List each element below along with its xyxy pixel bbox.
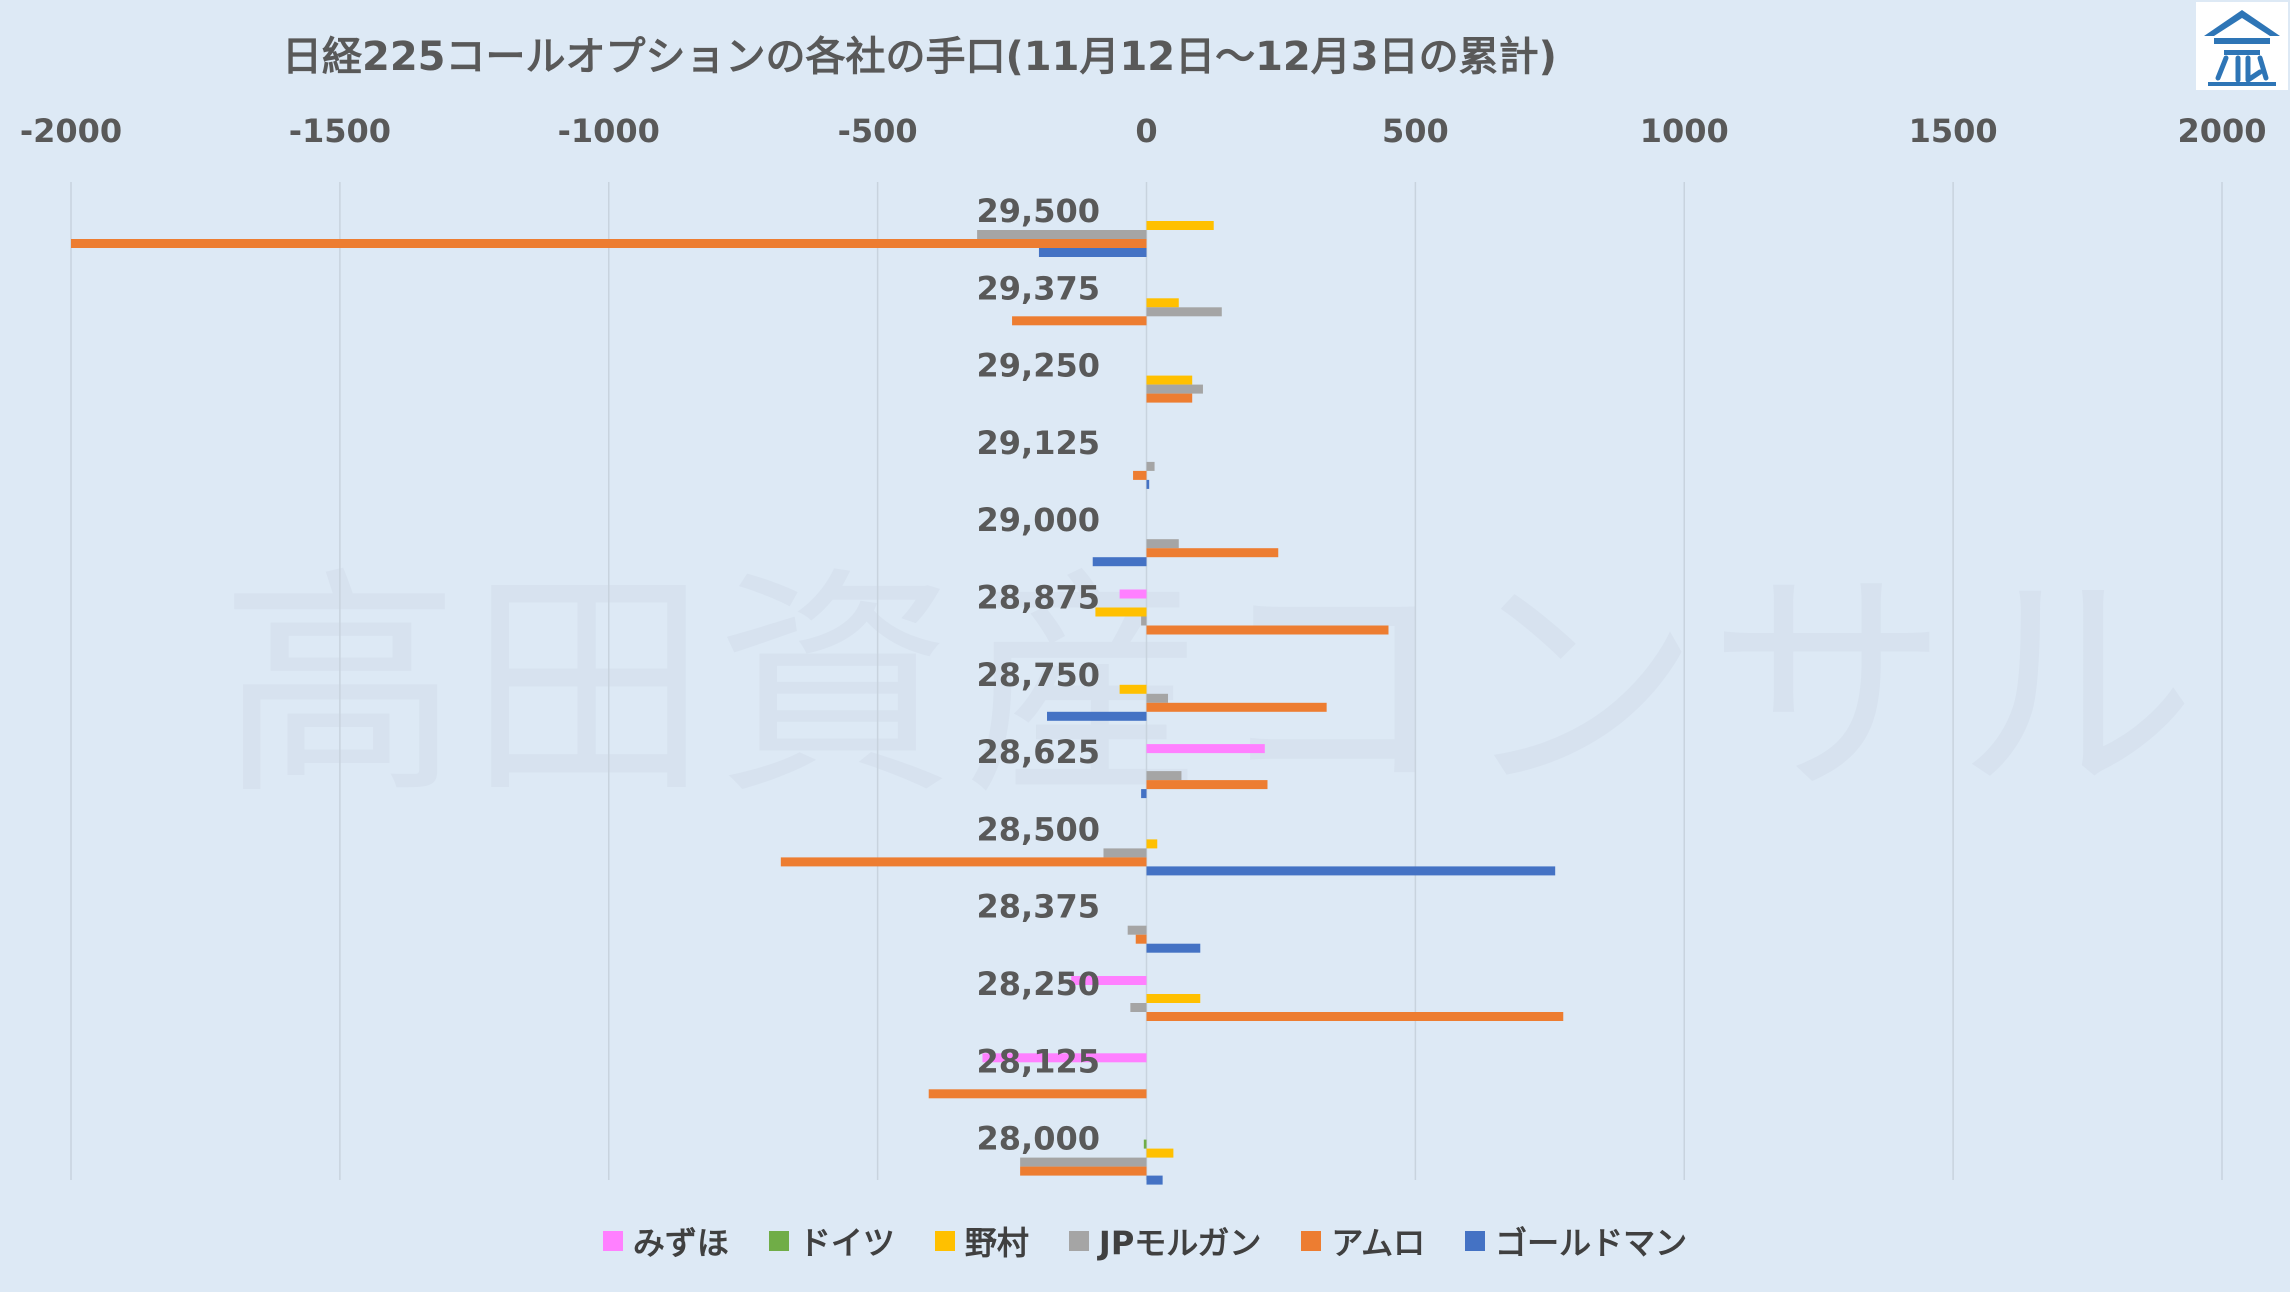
bar: [1146, 693, 1169, 703]
takada-logo-icon: [2204, 10, 2280, 86]
category-label: 28,750: [977, 656, 1100, 694]
bar: [1020, 1157, 1147, 1167]
x-tick-label: 500: [1382, 112, 1449, 150]
legend-swatch: [934, 1231, 955, 1251]
category-label: 28,375: [977, 888, 1100, 926]
bar: [1047, 711, 1147, 721]
legend-swatch: [1301, 1231, 1322, 1251]
category-label: 29,500: [977, 192, 1100, 230]
x-tick-label: -1000: [558, 112, 660, 150]
x-tick-label: 1000: [1640, 112, 1729, 150]
bar: [780, 857, 1147, 867]
category-label: 28,500: [977, 810, 1100, 848]
category-label: 28,625: [977, 733, 1100, 771]
legend-item: JPモルガン: [1068, 1218, 1262, 1264]
legend-label: ゴールドマン: [1495, 1224, 1688, 1262]
legend-item: アムロ: [1301, 1218, 1425, 1264]
x-tick-label: -2000: [20, 112, 122, 150]
legend-item: ゴールドマン: [1465, 1218, 1687, 1264]
category-label: 28,250: [977, 965, 1100, 1003]
legend-label: アムロ: [1331, 1224, 1426, 1262]
bar: [1146, 780, 1268, 790]
bar: [1143, 1139, 1147, 1149]
category-label: 29,125: [977, 424, 1100, 462]
bar: [1146, 866, 1556, 876]
bar: [1146, 1012, 1564, 1021]
bar: [982, 1053, 1147, 1063]
x-tick-label: 2000: [2177, 112, 2266, 150]
bar: [1095, 607, 1147, 617]
bar: [1119, 684, 1147, 694]
bar: [1103, 848, 1147, 858]
legend-label: JPモルガン: [1098, 1224, 1262, 1262]
legend-label: 野村: [964, 1224, 1029, 1262]
bar: [1146, 298, 1179, 308]
category-label: 29,375: [977, 269, 1100, 307]
category-label: 28,000: [977, 1120, 1100, 1158]
bar: [1038, 248, 1147, 257]
bar: [1146, 461, 1155, 471]
bar: [928, 1089, 1147, 1099]
bar: [1127, 925, 1147, 935]
bar: [1141, 616, 1147, 626]
bar: [1133, 470, 1147, 480]
bar: [1141, 789, 1147, 799]
bar: [1071, 976, 1147, 985]
legend-swatch: [1068, 1231, 1089, 1251]
bar: [1135, 934, 1147, 944]
bar: [1146, 1175, 1163, 1185]
legend-item: 野村: [934, 1218, 1029, 1264]
bar: [1146, 393, 1193, 403]
bar: [1146, 548, 1279, 558]
legend-swatch: [1465, 1231, 1486, 1251]
bar: [1146, 221, 1214, 230]
legend-swatch: [768, 1231, 789, 1251]
legend-item: ドイツ: [768, 1218, 895, 1264]
bar: [1130, 1003, 1147, 1012]
bar: [1146, 375, 1193, 385]
legend-item: みずほ: [602, 1218, 729, 1264]
category-label: 28,875: [977, 579, 1100, 617]
bar: [71, 239, 1147, 248]
bar: [1012, 316, 1147, 326]
bar: [1146, 839, 1158, 849]
bar: [1146, 479, 1150, 489]
legend-swatch: [602, 1231, 623, 1251]
bar: [1146, 744, 1265, 754]
bar: [1092, 557, 1147, 567]
chart-title: 日経225コールオプションの各社の手口(11月12日～12月3日の累計): [282, 34, 1557, 80]
legend-label: ドイツ: [798, 1224, 895, 1262]
category-label: 29,000: [977, 501, 1100, 539]
bar: [1146, 1148, 1174, 1158]
bar: [1146, 384, 1203, 394]
legend-label: みずほ: [632, 1224, 729, 1262]
chart-legend: みずほ ドイツ 野村 JPモルガン アムロ ゴールドマン: [0, 1218, 2290, 1264]
x-tick-label: -1500: [289, 112, 391, 150]
bar: [1146, 771, 1182, 781]
x-tick-label: 0: [1135, 112, 1157, 150]
bar: [1146, 625, 1389, 635]
bar: [1146, 994, 1201, 1003]
bar: [1146, 307, 1222, 317]
bar: [977, 230, 1147, 239]
bar: [1146, 702, 1327, 712]
category-label: 29,250: [977, 347, 1100, 385]
bar: [1146, 943, 1201, 953]
bar: [1020, 1166, 1147, 1176]
bar: [1119, 589, 1147, 599]
x-tick-label: -500: [838, 112, 918, 150]
x-tick-label: 1500: [1909, 112, 1998, 150]
category-label: 28,125: [977, 1042, 1100, 1080]
bar: [1146, 539, 1179, 549]
logo: [2196, 2, 2288, 90]
